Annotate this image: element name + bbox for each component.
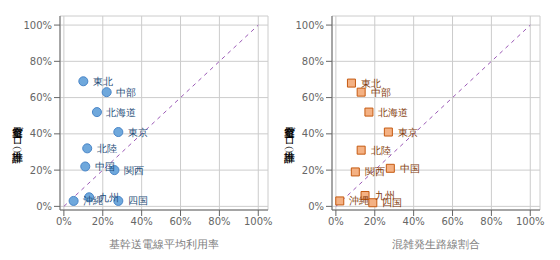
svg-text:基幹送電線平均利用率: 基幹送電線平均利用率 bbox=[109, 238, 219, 251]
svg-text:関西: 関西 bbox=[124, 165, 144, 176]
svg-text:北海道: 北海道 bbox=[378, 107, 408, 118]
svg-text:60%: 60% bbox=[169, 216, 191, 227]
svg-text:北陸: 北陸 bbox=[371, 145, 391, 156]
svg-text:40%: 40% bbox=[131, 216, 153, 227]
svg-text:60%: 60% bbox=[302, 92, 324, 103]
svg-text:100%: 100% bbox=[244, 216, 273, 227]
svg-text:80%: 80% bbox=[302, 56, 324, 67]
svg-text:沖縄: 沖縄 bbox=[349, 195, 369, 206]
svg-text:0%: 0% bbox=[36, 201, 52, 212]
svg-text:東北: 東北 bbox=[93, 76, 113, 87]
svg-text:40%: 40% bbox=[302, 128, 324, 139]
svg-text:四国: 四国 bbox=[382, 197, 402, 208]
svg-text:混雑発生路線割合: 混雑発生路線割合 bbox=[392, 238, 480, 251]
svg-text:40%: 40% bbox=[30, 128, 52, 139]
svg-text:四国: 四国 bbox=[128, 195, 148, 206]
html-text:空容量ゼロ率（推計）: 空容量ゼロ率（推計） bbox=[11, 117, 24, 143]
svg-text:中部: 中部 bbox=[116, 87, 136, 98]
svg-text:80%: 80% bbox=[480, 216, 502, 227]
svg-text:0%: 0% bbox=[308, 201, 324, 212]
svg-text:0%: 0% bbox=[328, 216, 344, 227]
svg-text:20%: 20% bbox=[302, 165, 324, 176]
svg-text:東北: 東北 bbox=[361, 77, 381, 89]
svg-text:北海道: 北海道 bbox=[106, 107, 136, 118]
svg-text:中国: 中国 bbox=[400, 163, 420, 174]
html-text:空容量ゼロ率（推計）: 空容量ゼロ率（推計） bbox=[283, 117, 296, 143]
svg-text:80%: 80% bbox=[30, 56, 52, 67]
svg-text:東京: 東京 bbox=[128, 127, 148, 138]
svg-text:20%: 20% bbox=[92, 216, 114, 227]
svg-text:九州: 九州 bbox=[98, 191, 119, 203]
svg-text:九州: 九州 bbox=[374, 190, 395, 201]
svg-text:北陸: 北陸 bbox=[97, 143, 117, 154]
svg-text:沖縄: 沖縄 bbox=[83, 195, 103, 206]
svg-text:東京: 東京 bbox=[398, 127, 418, 138]
svg-text:60%: 60% bbox=[441, 216, 463, 227]
svg-text:80%: 80% bbox=[208, 216, 230, 227]
svg-text:60%: 60% bbox=[30, 92, 52, 103]
svg-text:関西: 関西 bbox=[365, 166, 385, 177]
svg-text:中部: 中部 bbox=[371, 87, 391, 98]
svg-text:20%: 20% bbox=[364, 216, 386, 227]
svg-text:0%: 0% bbox=[56, 216, 72, 227]
svg-text:20%: 20% bbox=[30, 165, 52, 176]
svg-text:100%: 100% bbox=[296, 20, 324, 31]
svg-text:中国: 中国 bbox=[95, 161, 115, 172]
svg-text:100%: 100% bbox=[24, 20, 52, 31]
svg-text:40%: 40% bbox=[403, 216, 425, 227]
svg-text:100%: 100% bbox=[516, 216, 545, 227]
